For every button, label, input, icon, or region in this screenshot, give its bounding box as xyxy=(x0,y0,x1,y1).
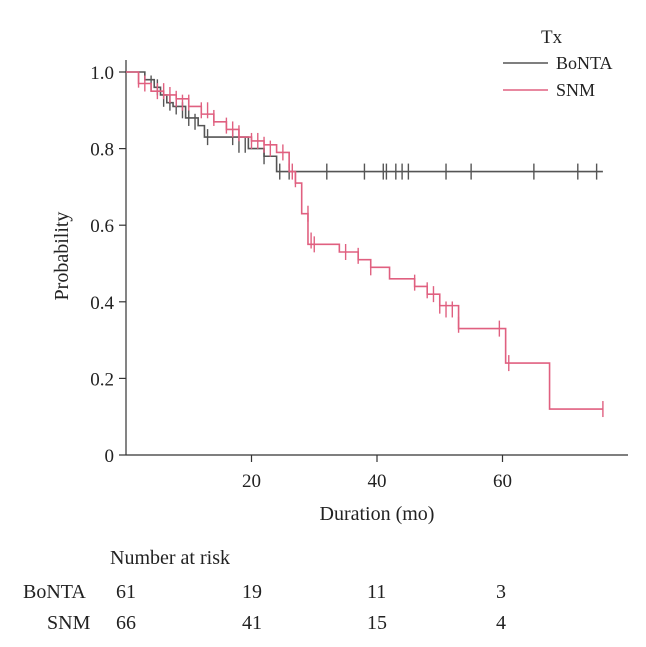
legend: Tx BoNTA SNM xyxy=(503,27,613,100)
y-tick-label: 0 xyxy=(105,446,115,467)
y-tick-label: 0.2 xyxy=(90,369,114,390)
y-tick-label: 1.0 xyxy=(90,63,114,84)
risk-row-label-snm: SNM xyxy=(47,612,91,634)
x-tick-label: 60 xyxy=(493,471,512,492)
legend-label-bonta: BoNTA xyxy=(556,53,613,73)
legend-title: Tx xyxy=(541,27,563,48)
risk-value-bonta-0: 61 xyxy=(116,581,136,603)
risk-value-snm-60: 4 xyxy=(496,612,506,634)
risk-table-title: Number at risk xyxy=(110,547,230,569)
risk-value-bonta-20: 19 xyxy=(242,581,262,603)
x-tick-label: 40 xyxy=(368,471,387,492)
axes: 0 0.2 0.4 0.6 0.8 1.0 20 40 60 xyxy=(90,60,628,492)
km-curve-bonta xyxy=(126,71,603,173)
risk-value-snm-20: 41 xyxy=(242,612,262,634)
risk-value-snm-40: 15 xyxy=(367,612,387,634)
legend-label-snm: SNM xyxy=(556,80,595,100)
y-tick-label: 0.8 xyxy=(90,140,114,161)
x-axis-label: Duration (mo) xyxy=(320,503,435,525)
series-layer xyxy=(126,71,604,418)
y-tick-label: 0.4 xyxy=(90,293,114,314)
x-tick-label: 20 xyxy=(242,471,261,492)
risk-value-snm-0: 66 xyxy=(116,612,136,634)
risk-value-bonta-40: 11 xyxy=(367,581,387,603)
risk-value-bonta-60: 3 xyxy=(496,581,506,603)
risk-row-label-bonta: BoNTA xyxy=(23,581,86,603)
y-tick-label: 0.6 xyxy=(90,216,114,237)
km-chart: 0 0.2 0.4 0.6 0.8 1.0 20 40 60 Duration (mo) Pro… xyxy=(51,27,628,525)
y-axis-label: Probability xyxy=(51,212,73,301)
